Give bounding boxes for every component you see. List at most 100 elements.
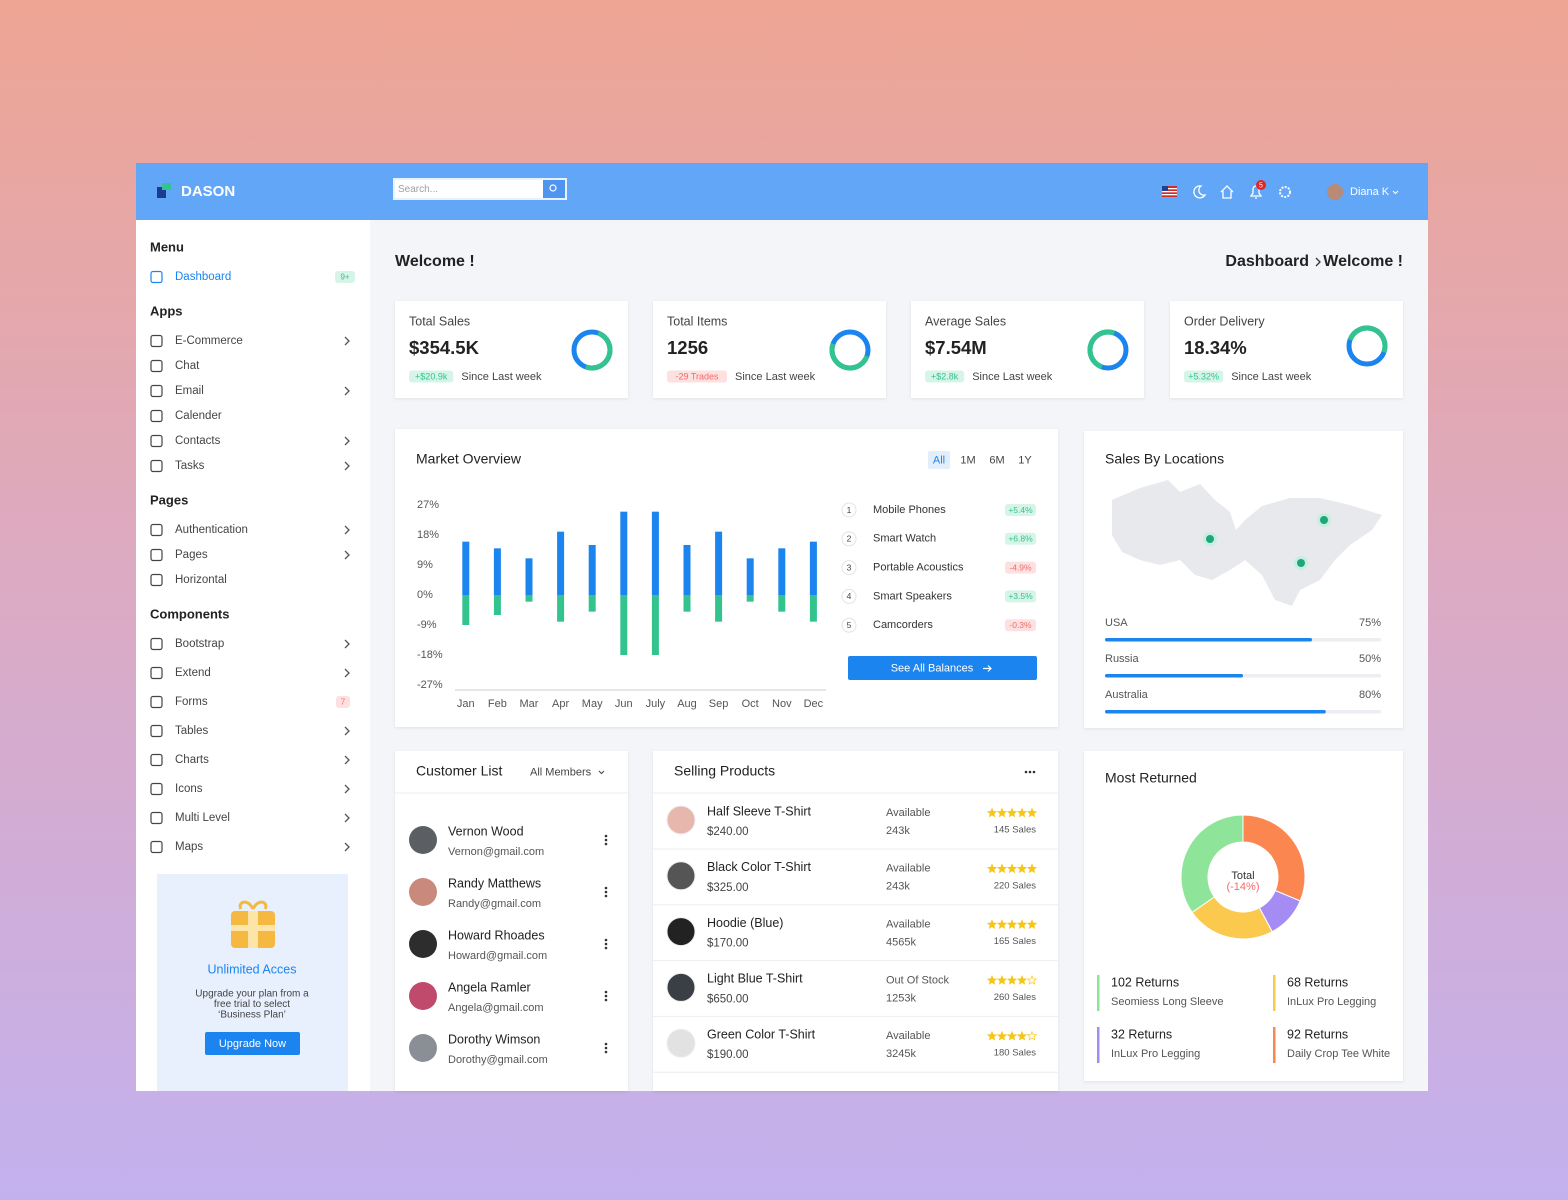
search-button[interactable] bbox=[543, 180, 565, 198]
chevron bbox=[344, 639, 350, 649]
flag-canton bbox=[1162, 186, 1168, 191]
menu-item[interactable]: Pages bbox=[175, 549, 208, 561]
kebab-dot bbox=[604, 894, 608, 898]
bar bbox=[462, 541, 470, 595]
menu-item[interactable]: Bootstrap bbox=[175, 638, 224, 650]
badge bbox=[1005, 590, 1036, 603]
product-image bbox=[666, 1028, 696, 1058]
more-dot bbox=[1028, 770, 1032, 774]
menu-item[interactable]: Calender bbox=[175, 410, 222, 422]
stat-value: 18.34% bbox=[1184, 337, 1247, 358]
card-title: Customer List bbox=[416, 763, 502, 779]
product-sales: 180 Sales bbox=[994, 1048, 1037, 1059]
menu-icon bbox=[150, 573, 163, 587]
menu-item[interactable]: Charts bbox=[175, 754, 209, 766]
menu-item[interactable]: Maps bbox=[175, 841, 203, 853]
menu-item[interactable]: Extend bbox=[175, 667, 211, 679]
range-button[interactable]: 1Y bbox=[1018, 454, 1032, 466]
badge bbox=[335, 271, 355, 283]
filter-dropdown[interactable]: All Members bbox=[530, 766, 592, 778]
star bbox=[986, 863, 998, 874]
bar bbox=[809, 595, 817, 622]
menu-section-title: Components bbox=[150, 606, 229, 621]
settings-icon[interactable] bbox=[1279, 186, 1291, 198]
caret bbox=[598, 770, 605, 775]
kebab-dot bbox=[604, 990, 608, 994]
menu-icon bbox=[150, 409, 163, 423]
donut-center-label: Total bbox=[1231, 870, 1254, 882]
menu-item[interactable]: Dashboard bbox=[175, 271, 231, 283]
legend-label: InLux Pro Legging bbox=[1111, 1048, 1200, 1060]
bar bbox=[620, 511, 628, 595]
menu-badge: 9+ bbox=[340, 273, 349, 282]
product-stock: 243k bbox=[886, 825, 910, 837]
star bbox=[1006, 974, 1018, 985]
legend-bar bbox=[1097, 1027, 1100, 1063]
rating bbox=[986, 974, 1038, 985]
kebab-dot bbox=[604, 998, 608, 1002]
chevron bbox=[344, 755, 350, 765]
breadcrumb-item[interactable]: Dashboard bbox=[1225, 253, 1309, 270]
donut-segment bbox=[1242, 814, 1306, 902]
kebab-dot bbox=[604, 938, 608, 942]
user-name[interactable]: Diana K bbox=[1350, 186, 1390, 198]
menu-item[interactable]: Email bbox=[175, 385, 204, 397]
range-button[interactable]: 6M bbox=[989, 454, 1004, 466]
menu-item[interactable]: Tasks bbox=[175, 460, 205, 472]
stat-title: Order Delivery bbox=[1184, 314, 1265, 328]
location-value: 75% bbox=[1359, 617, 1381, 629]
search-placeholder: Search... bbox=[398, 184, 438, 195]
star bbox=[1016, 919, 1028, 929]
avatar bbox=[409, 826, 437, 854]
stat-change: +$20.9k bbox=[415, 371, 448, 381]
stat-change: +$2.8k bbox=[931, 371, 959, 381]
product-name: Half Sleeve T-Shirt bbox=[707, 804, 812, 818]
star bbox=[1006, 807, 1018, 818]
bar bbox=[746, 595, 754, 602]
rank-circle bbox=[841, 560, 857, 576]
menu-item[interactable]: Multi Level bbox=[175, 812, 230, 824]
promo-text: ‘Business Plan’ bbox=[218, 1010, 286, 1021]
bar bbox=[557, 595, 565, 622]
star bbox=[1006, 863, 1018, 874]
moon-icon[interactable] bbox=[1193, 185, 1207, 199]
chevron bbox=[344, 550, 350, 560]
y-tick-label: -9% bbox=[417, 619, 437, 631]
range-button[interactable]: All bbox=[933, 454, 945, 466]
menu-section-title: Pages bbox=[150, 492, 188, 507]
chevron bbox=[344, 461, 350, 471]
menu-section-title: Menu bbox=[150, 239, 184, 254]
kebab-dot bbox=[604, 834, 608, 838]
more-dot bbox=[1024, 770, 1028, 774]
menu-item[interactable]: Tables bbox=[175, 725, 208, 737]
x-tick-label: Feb bbox=[488, 698, 507, 710]
menu-item[interactable]: Chat bbox=[175, 360, 200, 372]
product-status: Available bbox=[886, 863, 930, 875]
menu-icon bbox=[150, 753, 163, 767]
menu-item[interactable]: E-Commerce bbox=[175, 335, 243, 347]
rank: 1 bbox=[847, 505, 852, 515]
menu-item[interactable]: Authentication bbox=[175, 524, 248, 536]
product-price: $650.00 bbox=[707, 993, 749, 1005]
kebab-dot bbox=[604, 1046, 608, 1050]
menu-item[interactable]: Forms bbox=[175, 696, 208, 708]
y-tick-label: -27% bbox=[417, 679, 443, 691]
map-marker bbox=[1297, 559, 1305, 567]
x-tick-label: Jun bbox=[615, 698, 633, 710]
gift-bow bbox=[238, 900, 268, 910]
range-button[interactable]: 1M bbox=[960, 454, 975, 466]
home-icon[interactable] bbox=[1220, 185, 1234, 199]
menu-item[interactable]: Horizontal bbox=[175, 574, 227, 586]
balances-button[interactable] bbox=[848, 656, 1037, 680]
stat-value: $354.5K bbox=[409, 337, 480, 358]
star bbox=[1016, 807, 1028, 818]
menu-item[interactable]: Icons bbox=[175, 783, 203, 795]
bar bbox=[809, 541, 817, 595]
upgrade-button[interactable] bbox=[205, 1032, 300, 1055]
rank-circle bbox=[841, 617, 857, 633]
menu-icon bbox=[150, 840, 163, 854]
search-box[interactable] bbox=[393, 178, 567, 200]
product-name: Camcorders bbox=[873, 619, 933, 631]
x-tick-label: Dec bbox=[804, 698, 824, 710]
menu-item[interactable]: Contacts bbox=[175, 435, 221, 447]
